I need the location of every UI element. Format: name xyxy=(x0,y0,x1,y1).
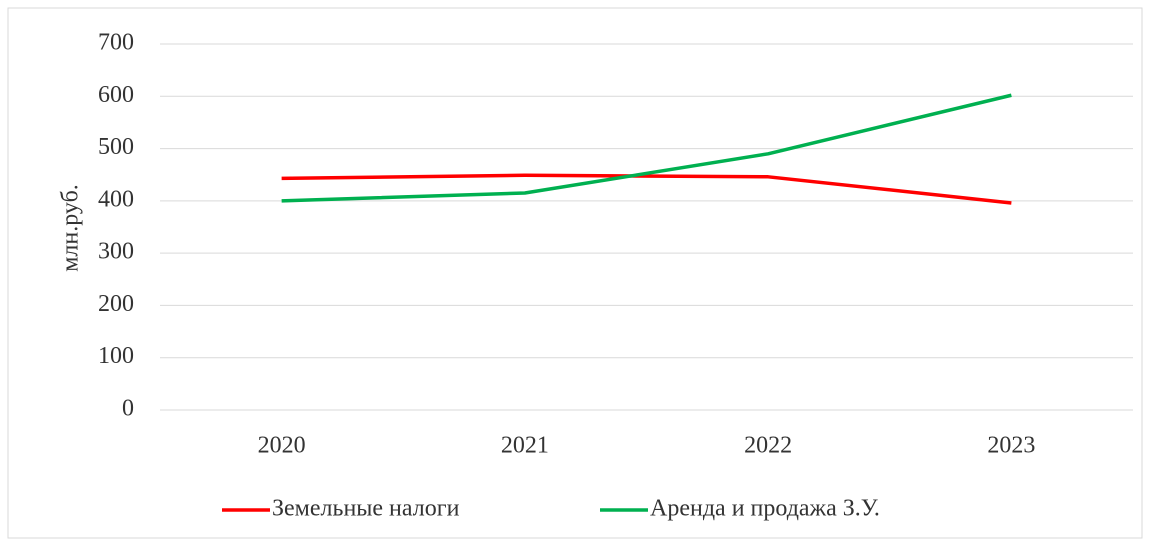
y-tick-label: 600 xyxy=(98,82,134,108)
series-line xyxy=(281,93,1012,203)
legend-label: Аренда и продажа З.У. xyxy=(650,496,880,522)
y-tick-label: 700 xyxy=(98,30,134,56)
x-tick-label: 2022 xyxy=(744,433,792,459)
chart-frame xyxy=(7,7,1143,539)
x-tick-label: 2023 xyxy=(987,433,1035,459)
x-tick-label: 2021 xyxy=(501,433,549,459)
y-tick-label: 400 xyxy=(98,186,134,212)
series-line xyxy=(281,173,1012,205)
x-tick-label: 2020 xyxy=(258,433,306,459)
y-tick-label: 300 xyxy=(98,239,134,265)
y-axis-label: млн.руб. xyxy=(58,184,84,272)
legend-label: Земельные налоги xyxy=(272,496,460,522)
y-tick-label: 100 xyxy=(98,343,134,369)
y-tick-label: 200 xyxy=(98,291,134,317)
y-tick-label: 0 xyxy=(122,396,134,422)
y-tick-label: 500 xyxy=(98,134,134,160)
